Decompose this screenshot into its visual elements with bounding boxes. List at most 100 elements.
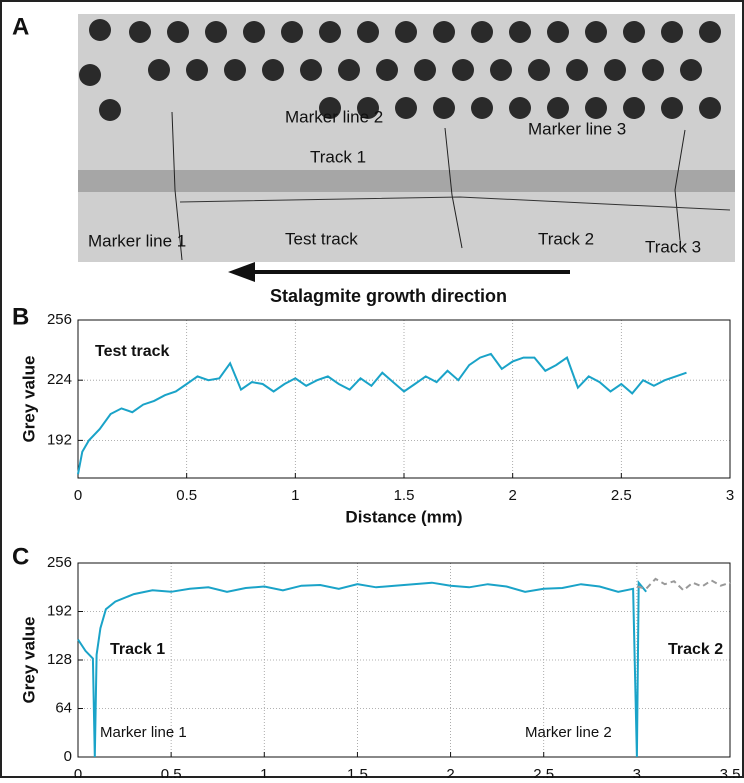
dot bbox=[661, 97, 683, 119]
x-tick-label: 2 bbox=[508, 487, 516, 504]
x-tick-label: 1 bbox=[260, 766, 268, 778]
y-tick-label: 192 bbox=[47, 602, 72, 619]
y-tick-label: 64 bbox=[55, 699, 72, 716]
x-tick-label: 0.5 bbox=[161, 766, 182, 778]
x-tick-label: 0 bbox=[74, 487, 82, 504]
dot bbox=[699, 21, 721, 43]
y-axis-label: Grey value bbox=[19, 356, 38, 443]
data-line bbox=[636, 577, 731, 592]
dot bbox=[566, 59, 588, 81]
dot bbox=[642, 59, 664, 81]
dot bbox=[509, 97, 531, 119]
dot bbox=[79, 64, 101, 86]
dot bbox=[661, 21, 683, 43]
dot bbox=[471, 97, 493, 119]
dot bbox=[89, 19, 111, 41]
dot bbox=[243, 21, 265, 43]
marker-line bbox=[444, 127, 463, 249]
arrow-label: Stalagmite growth direction bbox=[270, 286, 507, 306]
dot bbox=[186, 59, 208, 81]
series-label: Track 2 bbox=[668, 641, 723, 658]
dot bbox=[433, 21, 455, 43]
dot bbox=[699, 97, 721, 119]
x-tick-label: 3 bbox=[633, 766, 641, 778]
dot bbox=[357, 21, 379, 43]
dot bbox=[357, 97, 379, 119]
dot bbox=[395, 97, 417, 119]
dot bbox=[129, 21, 151, 43]
photo-label: Track 2 bbox=[538, 229, 594, 248]
x-axis-label: Distance (mm) bbox=[345, 507, 462, 526]
y-tick-label: 192 bbox=[47, 431, 72, 448]
y-tick-label: 224 bbox=[47, 371, 72, 388]
dot bbox=[547, 21, 569, 43]
x-tick-label: 2 bbox=[446, 766, 454, 778]
dot bbox=[338, 59, 360, 81]
x-tick-label: 1.5 bbox=[394, 487, 415, 504]
dot bbox=[585, 21, 607, 43]
data-line bbox=[77, 579, 647, 758]
y-tick-label: 256 bbox=[47, 554, 72, 571]
photo-label: Marker line 2 bbox=[285, 107, 383, 126]
y-tick-label: 256 bbox=[47, 311, 72, 328]
annotation: Marker line 2 bbox=[525, 724, 612, 741]
y-tick-label: 128 bbox=[47, 651, 72, 668]
photo-band bbox=[78, 170, 735, 192]
dot bbox=[148, 59, 170, 81]
dot bbox=[623, 21, 645, 43]
track-line bbox=[179, 196, 731, 211]
arrow-head bbox=[228, 262, 255, 282]
dot bbox=[99, 99, 121, 121]
dot bbox=[376, 59, 398, 81]
y-tick-label: 0 bbox=[64, 748, 72, 765]
dot bbox=[623, 97, 645, 119]
plot-frame bbox=[77, 319, 731, 479]
dot bbox=[319, 97, 341, 119]
series-label: Track 1 bbox=[110, 641, 165, 658]
panel-label: B bbox=[12, 303, 29, 330]
marker-line bbox=[674, 129, 686, 241]
dot bbox=[319, 21, 341, 43]
dot bbox=[395, 21, 417, 43]
dot bbox=[433, 97, 455, 119]
dot bbox=[414, 59, 436, 81]
x-tick-label: 1.5 bbox=[347, 766, 368, 778]
dot bbox=[262, 59, 284, 81]
dot bbox=[680, 59, 702, 81]
data-line bbox=[77, 352, 687, 475]
photo-dots bbox=[79, 19, 721, 121]
dot bbox=[509, 21, 531, 43]
dot bbox=[224, 59, 246, 81]
photo-label: Marker line 3 bbox=[528, 119, 626, 138]
photo-label: Track 3 bbox=[645, 237, 701, 256]
dot bbox=[471, 21, 493, 43]
x-tick-label: 0 bbox=[74, 766, 82, 778]
series-label: Test track bbox=[95, 343, 170, 360]
dot bbox=[547, 97, 569, 119]
dot bbox=[452, 59, 474, 81]
y-axis-label: Grey value bbox=[19, 617, 38, 704]
marker-line bbox=[171, 111, 183, 261]
dot bbox=[281, 21, 303, 43]
dot bbox=[205, 21, 227, 43]
x-tick-label: 3.5 bbox=[720, 766, 741, 778]
x-tick-label: 1 bbox=[291, 487, 299, 504]
photo-label: Marker line 1 bbox=[88, 231, 186, 250]
x-tick-label: 3 bbox=[726, 487, 734, 504]
panel-label: C bbox=[12, 543, 29, 570]
photo-label: Track 1 bbox=[310, 147, 366, 166]
panel-label: A bbox=[12, 13, 29, 40]
dot bbox=[604, 59, 626, 81]
photo-background bbox=[78, 14, 735, 262]
dot bbox=[528, 59, 550, 81]
photo bbox=[78, 14, 735, 262]
dot bbox=[300, 59, 322, 81]
dot bbox=[585, 97, 607, 119]
dot bbox=[490, 59, 512, 81]
x-tick-label: 0.5 bbox=[176, 487, 197, 504]
photo-label: Test track bbox=[285, 229, 358, 248]
x-tick-label: 2.5 bbox=[533, 766, 554, 778]
annotation: Marker line 1 bbox=[100, 724, 187, 741]
dot bbox=[167, 21, 189, 43]
